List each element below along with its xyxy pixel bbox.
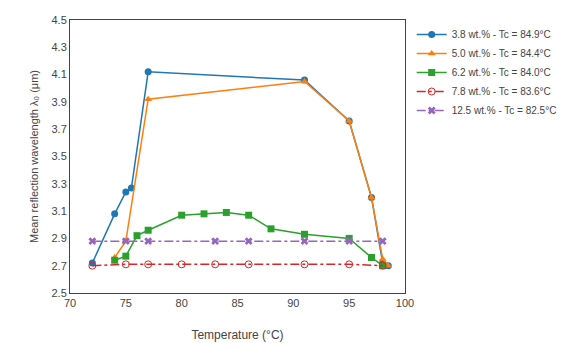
svg-text:80: 80: [176, 297, 188, 309]
svg-text:Temperature (°C): Temperature (°C): [191, 328, 283, 342]
svg-text:85: 85: [231, 297, 243, 309]
svg-text:5.0 wt.% - Tc = 84.4°C: 5.0 wt.% - Tc = 84.4°C: [452, 48, 551, 59]
svg-text:3.9: 3.9: [52, 96, 67, 108]
svg-text:3.7: 3.7: [52, 123, 67, 135]
svg-text:3.8 wt.% - Tc = 84.9°C: 3.8 wt.% - Tc = 84.9°C: [452, 29, 551, 40]
svg-text:4.1: 4.1: [52, 68, 67, 80]
svg-text:6.2 wt.% - Tc = 84.0°C: 6.2 wt.% - Tc = 84.0°C: [452, 67, 551, 78]
svg-text:95: 95: [343, 297, 355, 309]
svg-text:4.5: 4.5: [52, 14, 67, 26]
svg-text:100: 100: [396, 297, 414, 309]
svg-text:90: 90: [287, 297, 299, 309]
svg-text:75: 75: [120, 297, 132, 309]
svg-text:4.3: 4.3: [52, 41, 67, 53]
svg-text:Mean reflection wavelength λ₀: Mean reflection wavelength λ₀ (μm): [28, 70, 40, 243]
svg-text:7.8 wt.% - Tc = 83.6°C: 7.8 wt.% - Tc = 83.6°C: [452, 86, 551, 97]
svg-text:70: 70: [64, 297, 76, 309]
svg-text:3.1: 3.1: [52, 205, 67, 217]
svg-text:3.5: 3.5: [52, 150, 67, 162]
svg-text:2.7: 2.7: [52, 260, 67, 272]
svg-text:12.5 wt.% - Tc = 82.5°C: 12.5 wt.% - Tc = 82.5°C: [452, 105, 557, 116]
svg-text:2.9: 2.9: [52, 232, 67, 244]
svg-text:3.3: 3.3: [52, 178, 67, 190]
svg-text:2.5: 2.5: [52, 287, 67, 299]
